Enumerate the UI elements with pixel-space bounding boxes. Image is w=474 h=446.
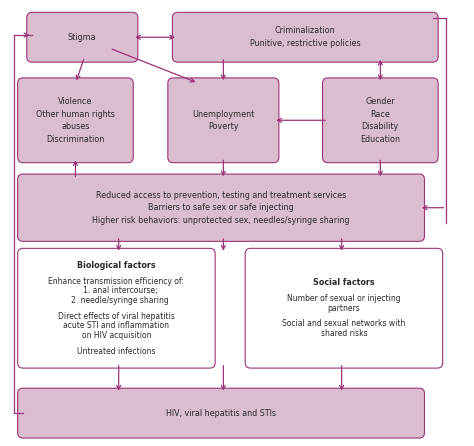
Text: Direct effects of viral hepatitis: Direct effects of viral hepatitis: [58, 312, 175, 321]
Text: 2. needle/syringe sharing: 2. needle/syringe sharing: [64, 296, 169, 305]
FancyBboxPatch shape: [18, 248, 215, 368]
Text: Untreated infections: Untreated infections: [77, 347, 155, 355]
FancyBboxPatch shape: [322, 78, 438, 163]
FancyBboxPatch shape: [18, 78, 133, 163]
Text: Stigma: Stigma: [68, 33, 97, 42]
FancyBboxPatch shape: [173, 12, 438, 62]
FancyBboxPatch shape: [168, 78, 279, 163]
Text: on HIV acquisition: on HIV acquisition: [82, 331, 151, 340]
Text: Social and sexual networks with: Social and sexual networks with: [282, 319, 406, 328]
Text: Criminalization
Punitive, restrictive policies: Criminalization Punitive, restrictive po…: [250, 26, 361, 48]
Text: 1. anal intercourse;: 1. anal intercourse;: [75, 286, 157, 295]
Text: Enhance transmission efficiency of:: Enhance transmission efficiency of:: [48, 277, 184, 285]
Text: Unemployment
Poverty: Unemployment Poverty: [192, 110, 255, 131]
FancyBboxPatch shape: [27, 12, 138, 62]
Text: Gender
Race
Disability
Education: Gender Race Disability Education: [360, 97, 401, 144]
Text: Number of sexual or injecting: Number of sexual or injecting: [287, 294, 401, 303]
FancyBboxPatch shape: [18, 388, 425, 438]
FancyBboxPatch shape: [18, 174, 425, 241]
FancyBboxPatch shape: [245, 248, 443, 368]
Text: Violence
Other human rights
abuses
Discrimination: Violence Other human rights abuses Discr…: [36, 97, 115, 144]
Text: acute STI and inflammation: acute STI and inflammation: [64, 321, 169, 330]
Text: partners: partners: [328, 304, 360, 313]
Text: Reduced access to prevention, testing and treatment services
Barriers to safe se: Reduced access to prevention, testing an…: [92, 191, 350, 225]
Text: HIV, viral hepatitis and STIs: HIV, viral hepatitis and STIs: [166, 409, 276, 417]
Text: shared risks: shared risks: [320, 329, 367, 338]
Text: Biological factors: Biological factors: [77, 261, 156, 270]
Text: Social factors: Social factors: [313, 278, 375, 287]
